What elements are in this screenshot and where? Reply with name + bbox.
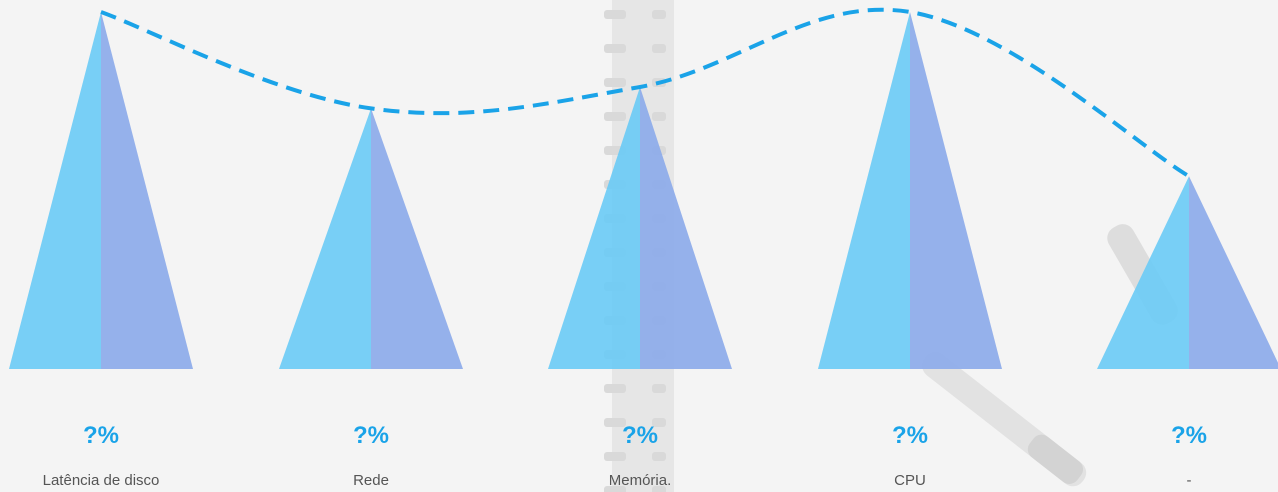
category-label: CPU: [894, 472, 926, 489]
spiral-ring: [652, 10, 666, 19]
value-label: ?%: [1171, 422, 1207, 449]
value-label: ?%: [353, 422, 389, 449]
category-label: Latência de disco: [42, 472, 160, 489]
category-label: -: [1186, 472, 1192, 489]
pyramid-bar-right-face: [371, 108, 463, 369]
value-label: ?%: [83, 422, 119, 449]
category-label: Rede: [353, 472, 389, 489]
spiral-ring: [652, 418, 666, 427]
value-label: ?%: [622, 422, 658, 449]
spiral-ring: [604, 486, 626, 492]
spiral-ring: [652, 452, 666, 461]
pyramid-bar-left-face: [818, 12, 910, 369]
category-label: Memória.: [608, 472, 672, 489]
spiral-ring: [604, 10, 626, 19]
trend-line: [100, 7, 1191, 178]
pyramid-bar-right-face: [101, 12, 193, 369]
spiral-ring: [652, 384, 666, 393]
spiral-ring: [604, 418, 626, 427]
pyramid-bar-left-face: [1097, 176, 1189, 369]
pyramid-bar: [9, 12, 193, 369]
pyramid-bar-right-face: [640, 86, 732, 369]
spiral-ring: [652, 486, 666, 492]
spiral-ring: [604, 112, 626, 121]
pyramid-bar-left-face: [9, 12, 101, 369]
pyramid-bar: [548, 86, 732, 369]
pyramid-bar: [279, 108, 463, 369]
spiral-ring: [604, 384, 626, 393]
spiral-ring: [604, 44, 626, 53]
pyramid-bar: [1097, 176, 1278, 369]
pyramid-bar-left-face: [279, 108, 371, 369]
pyramid-bar: [818, 12, 1002, 369]
pyramid-bar-right-face: [910, 12, 1002, 369]
spiral-ring: [652, 112, 666, 121]
spiral-ring: [604, 78, 626, 87]
pyramid-bar-right-face: [1189, 176, 1278, 369]
spiral-ring: [604, 452, 626, 461]
spiral-ring: [652, 44, 666, 53]
value-label: ?%: [892, 422, 928, 449]
pyramid-bar-left-face: [548, 86, 640, 369]
pen-decoration: [922, 352, 1087, 487]
